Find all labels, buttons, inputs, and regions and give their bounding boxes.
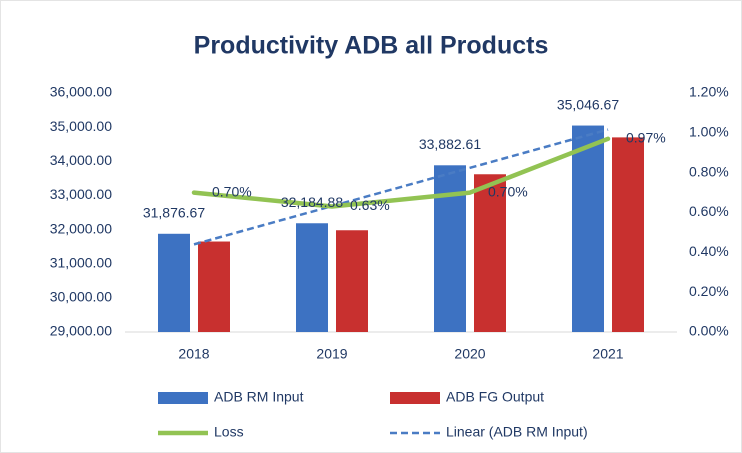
y-tick-label: 34,000.00 — [50, 152, 112, 168]
y2-tick-label: 0.80% — [689, 163, 729, 179]
y2-tick-label: 0.20% — [689, 283, 729, 299]
value-label: 35,046.67 — [557, 96, 619, 112]
y-tick-label: 33,000.00 — [50, 186, 112, 202]
y2-tick-label: 1.00% — [689, 124, 729, 140]
bar — [572, 125, 604, 332]
y-tick-label: 31,000.00 — [50, 254, 112, 270]
trendline — [193, 128, 609, 246]
legend-label: ADB FG Output — [446, 389, 544, 405]
y-tick-label: 36,000.00 — [50, 84, 112, 100]
bar — [158, 233, 190, 332]
y2-tick-label: 0.00% — [689, 323, 729, 339]
bar — [198, 241, 230, 332]
bar — [296, 223, 328, 332]
y2-tick-label: 0.40% — [689, 243, 729, 259]
chart-title: Productivity ADB all Products — [194, 32, 549, 60]
y-tick-label: 32,000.00 — [50, 220, 112, 236]
value-label: 31,876.67 — [143, 204, 205, 220]
bar — [336, 230, 368, 332]
value-label: 0.70% — [488, 183, 528, 199]
value-label: 32,184.88 — [281, 194, 343, 210]
legend-label: ADB RM Input — [214, 389, 304, 405]
x-tick-label: 2018 — [178, 346, 209, 362]
value-label: 0.70% — [212, 183, 252, 199]
bar — [434, 165, 466, 332]
value-label: 0.63% — [350, 197, 390, 213]
x-tick-label: 2020 — [454, 346, 485, 362]
x-tick-label: 2019 — [316, 346, 347, 362]
y2-tick-label: 1.20% — [689, 84, 729, 100]
y-tick-label: 29,000.00 — [50, 323, 112, 339]
y-tick-label: 35,000.00 — [50, 118, 112, 134]
y-tick-label: 30,000.00 — [50, 289, 112, 305]
x-tick-label: 2021 — [592, 346, 623, 362]
value-label: 0.97% — [626, 130, 666, 146]
value-label: 33,882.61 — [419, 136, 481, 152]
bar — [474, 174, 506, 332]
bar — [612, 137, 644, 332]
line-series — [191, 136, 611, 209]
legend-swatch — [390, 392, 440, 404]
legend-swatch — [158, 392, 208, 404]
legend-label: Linear (ADB RM Input) — [446, 424, 588, 440]
legend-label: Loss — [214, 424, 244, 440]
y2-tick-label: 0.60% — [689, 203, 729, 219]
